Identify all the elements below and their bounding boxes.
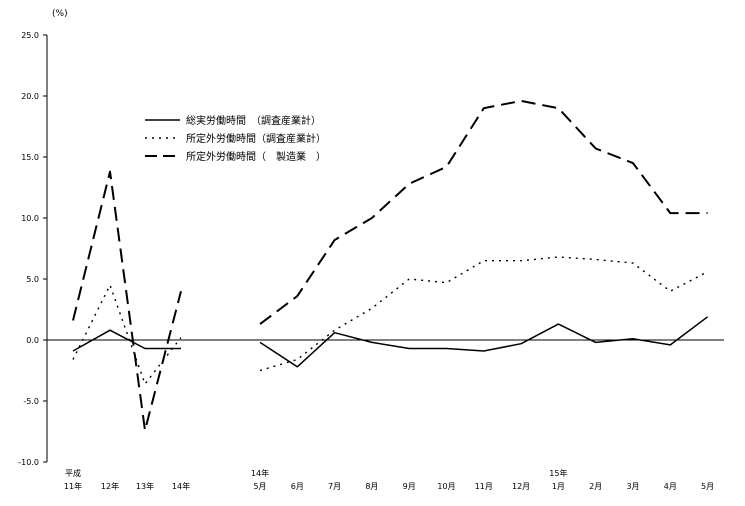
y-tick-label: 5.0 bbox=[26, 275, 39, 284]
y-tick-label: -5.0 bbox=[23, 397, 39, 406]
y-tick-label: 20.0 bbox=[21, 92, 39, 101]
x-tick-label: 11年 bbox=[64, 481, 82, 491]
x-tick-label: 12月 bbox=[512, 482, 530, 491]
series-1-monthly-line bbox=[259, 316, 709, 368]
x-tick-label: 4月 bbox=[664, 482, 677, 491]
x-tick-label: 6月 bbox=[291, 482, 304, 491]
x-tick-label: 2月 bbox=[589, 482, 602, 491]
series-3-annual-line bbox=[72, 170, 182, 432]
legend-label: 所定外労働時間（調査産業計） bbox=[186, 132, 326, 145]
y-tick-labels: 25.0 20.0 15.0 10.0 5.0 0.0 -5.0 -10.0 bbox=[18, 31, 39, 467]
x-tick-label: 9月 bbox=[403, 482, 416, 491]
series-lines bbox=[72, 99, 709, 432]
legend-label: 総実労働時間 （調査産業計） bbox=[186, 114, 321, 127]
x-tick-labels: 平成 11年 12年 13年 14年 14年 15年 5月 6月 7月 8月 9月 10月 11月 12月 1… bbox=[64, 468, 714, 491]
x-tick-label: 12年 bbox=[101, 481, 119, 491]
series-3-monthly-line bbox=[259, 99, 708, 325]
y-tick-label: 0.0 bbox=[26, 336, 39, 345]
x-tick-label: 8月 bbox=[365, 482, 378, 491]
x-tick-label: 5月 bbox=[253, 482, 266, 491]
x-tick-label: 3月 bbox=[626, 482, 639, 491]
axes bbox=[43, 34, 724, 463]
x-tick-label: 5月 bbox=[701, 482, 714, 491]
y-unit-label: (%) bbox=[52, 9, 68, 19]
x-era-label: 平成 bbox=[65, 468, 81, 478]
y-tick-label: 15.0 bbox=[21, 153, 39, 162]
series-1-annual-line bbox=[72, 329, 181, 352]
x-tick-label: 7月 bbox=[328, 482, 341, 491]
x-tick-label: 14年 bbox=[172, 481, 190, 491]
x-year-label: 15年 bbox=[549, 468, 567, 478]
y-tick-label: -10.0 bbox=[18, 458, 39, 467]
x-tick-label: 13年 bbox=[136, 481, 154, 491]
series-2-monthly-line bbox=[259, 256, 708, 372]
x-tick-label: 11月 bbox=[475, 482, 493, 491]
x-tick-label: 10月 bbox=[437, 482, 455, 491]
y-tick-label: 10.0 bbox=[21, 214, 39, 223]
legend-label: 所定外労働時間（ 製造業 ） bbox=[186, 150, 326, 163]
x-tick-label: 1月 bbox=[552, 482, 565, 491]
y-tick-label: 25.0 bbox=[21, 31, 39, 40]
x-year-label: 14年 bbox=[251, 468, 269, 478]
legend: 総実労働時間 （調査産業計） 所定外労働時間（調査産業計） 所定外労働時間（ 製造業… bbox=[145, 114, 326, 163]
